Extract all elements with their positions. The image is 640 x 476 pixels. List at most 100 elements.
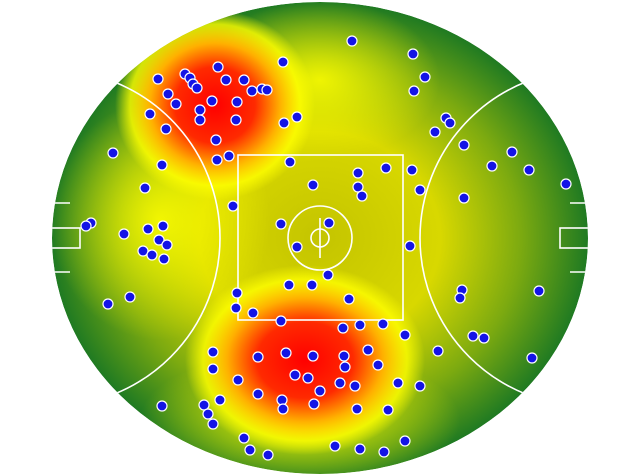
point	[223, 150, 235, 162]
point	[560, 178, 572, 190]
point	[372, 359, 384, 371]
point	[231, 287, 243, 299]
point	[378, 446, 390, 458]
point	[329, 440, 341, 452]
point	[152, 73, 164, 85]
point	[137, 245, 149, 257]
point	[102, 298, 114, 310]
point	[349, 380, 361, 392]
point	[323, 217, 335, 229]
point	[429, 126, 441, 138]
point	[261, 84, 273, 96]
point	[399, 435, 411, 447]
point	[191, 82, 203, 94]
point	[307, 179, 319, 191]
point	[354, 443, 366, 455]
point	[206, 95, 218, 107]
point	[124, 291, 136, 303]
point	[277, 403, 289, 415]
point	[277, 56, 289, 68]
point	[198, 399, 210, 411]
point	[467, 330, 479, 342]
point	[306, 279, 318, 291]
point	[307, 350, 319, 362]
point	[337, 322, 349, 334]
point	[162, 88, 174, 100]
point	[238, 432, 250, 444]
point	[244, 444, 256, 456]
point	[170, 98, 182, 110]
point	[278, 117, 290, 129]
point	[142, 223, 154, 235]
point	[407, 48, 419, 60]
point	[207, 363, 219, 375]
point	[419, 71, 431, 83]
point	[343, 293, 355, 305]
point	[458, 139, 470, 151]
point	[262, 449, 274, 461]
point	[356, 190, 368, 202]
point	[238, 74, 250, 86]
point	[346, 35, 358, 47]
point	[486, 160, 498, 172]
point	[339, 361, 351, 373]
point	[160, 123, 172, 135]
point	[207, 346, 219, 358]
point	[308, 398, 320, 410]
point	[280, 347, 292, 359]
point	[161, 239, 173, 251]
point	[194, 114, 206, 126]
points	[80, 35, 572, 461]
point	[414, 380, 426, 392]
point	[392, 377, 404, 389]
point	[214, 394, 226, 406]
point	[351, 403, 363, 415]
point	[118, 228, 130, 240]
point	[247, 307, 259, 319]
point	[334, 377, 346, 389]
point	[302, 372, 314, 384]
point	[444, 117, 456, 129]
point	[252, 351, 264, 363]
point	[211, 154, 223, 166]
point	[284, 156, 296, 168]
point	[454, 292, 466, 304]
point	[156, 159, 168, 171]
point	[406, 164, 418, 176]
point	[144, 108, 156, 120]
point	[322, 269, 334, 281]
point	[210, 134, 222, 146]
point	[194, 104, 206, 116]
point	[377, 318, 389, 330]
point	[291, 241, 303, 253]
point	[478, 332, 490, 344]
point	[352, 167, 364, 179]
point	[404, 240, 416, 252]
point	[338, 350, 350, 362]
point	[289, 369, 301, 381]
point	[207, 418, 219, 430]
point	[275, 315, 287, 327]
point	[158, 253, 170, 265]
point	[432, 345, 444, 357]
point	[232, 374, 244, 386]
point	[231, 96, 243, 108]
point	[408, 85, 420, 97]
point	[230, 302, 242, 314]
point	[212, 61, 224, 73]
point	[80, 220, 92, 232]
point	[314, 385, 326, 397]
point	[523, 164, 535, 176]
point	[246, 85, 258, 97]
point	[533, 285, 545, 297]
point	[139, 182, 151, 194]
point	[506, 146, 518, 158]
point	[146, 249, 158, 261]
point	[283, 279, 295, 291]
point	[526, 352, 538, 364]
point	[414, 184, 426, 196]
point	[382, 404, 394, 416]
point	[354, 319, 366, 331]
point	[458, 192, 470, 204]
